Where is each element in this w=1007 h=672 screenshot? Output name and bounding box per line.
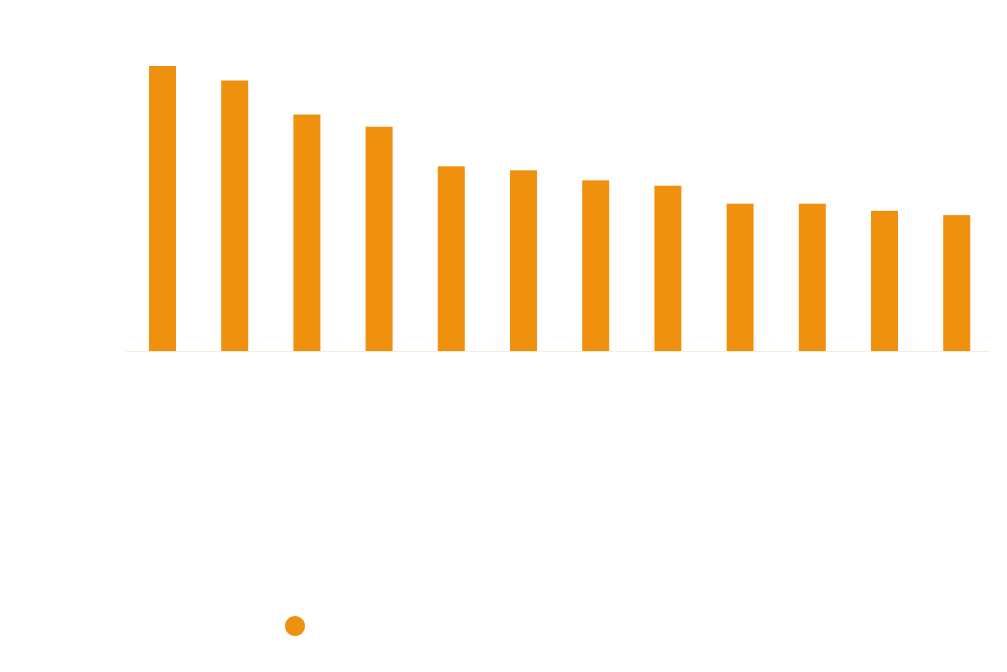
bar-11	[871, 210, 898, 351]
bar-6	[510, 170, 537, 351]
bar-10	[798, 203, 826, 351]
bar-4	[365, 126, 393, 351]
legend-swatch-icon	[285, 616, 305, 636]
legend	[285, 615, 315, 637]
bar-3	[293, 114, 321, 351]
bars-group	[149, 66, 971, 351]
bar-8	[654, 185, 682, 351]
bar-9	[726, 203, 754, 351]
bar-2	[221, 80, 249, 351]
bar-5	[437, 166, 465, 351]
bar-12	[943, 215, 971, 351]
bar-1	[149, 66, 176, 351]
bar-7	[582, 180, 610, 351]
